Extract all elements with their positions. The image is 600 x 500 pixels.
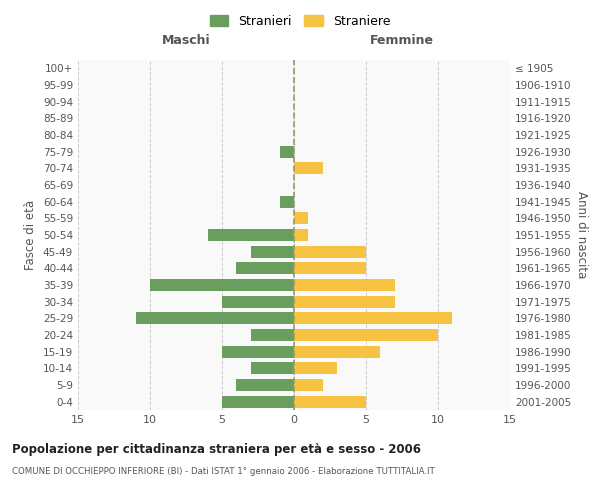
Bar — [236, 262, 294, 274]
Bar — [294, 379, 323, 391]
Bar — [136, 312, 294, 324]
Bar — [208, 229, 294, 241]
Bar — [150, 279, 294, 291]
Y-axis label: Fasce di età: Fasce di età — [25, 200, 37, 270]
Bar — [294, 312, 452, 324]
Bar — [236, 379, 294, 391]
Bar — [294, 396, 366, 407]
Text: Femmine: Femmine — [370, 34, 434, 46]
Text: Popolazione per cittadinanza straniera per età e sesso - 2006: Popolazione per cittadinanza straniera p… — [12, 442, 421, 456]
Bar — [294, 346, 380, 358]
Bar — [222, 346, 294, 358]
Bar — [294, 212, 308, 224]
Bar — [251, 362, 294, 374]
Bar — [294, 262, 366, 274]
Bar — [294, 162, 323, 174]
Bar — [294, 362, 337, 374]
Bar — [280, 196, 294, 207]
Y-axis label: Anni di nascita: Anni di nascita — [575, 192, 588, 278]
Bar — [294, 279, 395, 291]
Bar — [294, 229, 308, 241]
Bar — [294, 246, 366, 258]
Bar — [222, 296, 294, 308]
Bar — [280, 146, 294, 158]
Bar — [251, 329, 294, 341]
Bar — [251, 246, 294, 258]
Text: Maschi: Maschi — [161, 34, 211, 46]
Text: COMUNE DI OCCHIEPPO INFERIORE (BI) - Dati ISTAT 1° gennaio 2006 - Elaborazione T: COMUNE DI OCCHIEPPO INFERIORE (BI) - Dat… — [12, 468, 435, 476]
Legend: Stranieri, Straniere: Stranieri, Straniere — [206, 11, 394, 32]
Bar — [222, 396, 294, 407]
Bar — [294, 329, 438, 341]
Bar — [294, 296, 395, 308]
